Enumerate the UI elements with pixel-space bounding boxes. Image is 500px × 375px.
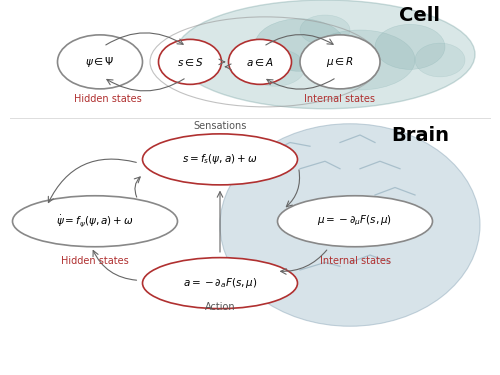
Text: Hidden states: Hidden states (61, 256, 129, 267)
Text: $\mu\in R$: $\mu\in R$ (326, 55, 354, 69)
Ellipse shape (300, 15, 350, 45)
Ellipse shape (58, 35, 142, 89)
Text: Sensations: Sensations (194, 121, 246, 131)
Text: $a = -\partial_a F(s,\mu)$: $a = -\partial_a F(s,\mu)$ (183, 276, 257, 290)
Text: Hidden states: Hidden states (74, 94, 142, 105)
Ellipse shape (142, 134, 298, 185)
Ellipse shape (375, 24, 445, 69)
Text: $\mu = -\partial_\mu F(s,\mu)$: $\mu = -\partial_\mu F(s,\mu)$ (318, 214, 392, 228)
Text: $\psi\in\Psi$: $\psi\in\Psi$ (85, 55, 115, 69)
Ellipse shape (220, 124, 480, 326)
Text: $s = f_s(\psi,a)+\omega$: $s = f_s(\psi,a)+\omega$ (182, 152, 258, 166)
Ellipse shape (305, 30, 415, 90)
Ellipse shape (300, 35, 380, 89)
Ellipse shape (158, 39, 222, 84)
Ellipse shape (255, 19, 345, 71)
Text: $\dot{\psi} = f_\psi(\psi,a)+\omega$: $\dot{\psi} = f_\psi(\psi,a)+\omega$ (56, 213, 134, 229)
Text: Internal states: Internal states (304, 94, 376, 105)
Text: $s\in S$: $s\in S$ (176, 56, 204, 68)
Ellipse shape (415, 43, 465, 77)
Text: $a\in A$: $a\in A$ (246, 56, 274, 68)
Ellipse shape (228, 39, 292, 84)
Ellipse shape (12, 196, 177, 247)
Text: Cell: Cell (400, 6, 440, 25)
Ellipse shape (278, 196, 432, 247)
Text: Action: Action (204, 302, 236, 312)
Ellipse shape (175, 0, 475, 109)
Ellipse shape (142, 258, 298, 309)
Text: Internal states: Internal states (320, 256, 390, 267)
Ellipse shape (245, 49, 305, 86)
Text: Brain: Brain (391, 126, 449, 145)
